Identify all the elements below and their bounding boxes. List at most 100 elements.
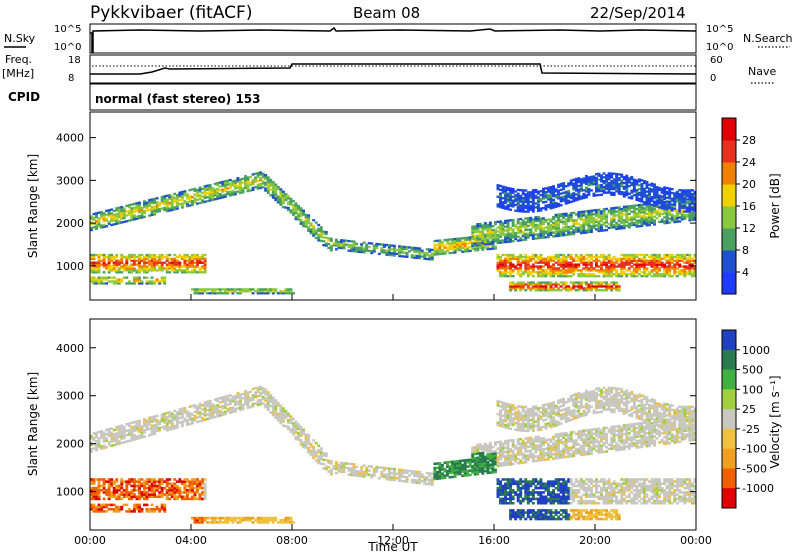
power-cell <box>665 186 669 190</box>
power-cell <box>514 287 518 290</box>
velocity-cell <box>163 493 167 496</box>
power-cell <box>584 261 588 264</box>
power-cell <box>607 253 611 257</box>
power-cell <box>478 243 482 247</box>
power-cell <box>491 243 495 246</box>
power-cell <box>112 217 116 220</box>
power-cell <box>579 261 583 264</box>
power-cell <box>610 271 614 274</box>
velocity-cell <box>266 393 270 396</box>
power-cell <box>130 209 134 212</box>
velocity-cell <box>284 412 288 415</box>
power-cell <box>201 191 205 194</box>
power-cell <box>637 193 641 197</box>
power-cell <box>645 261 649 264</box>
velocity-cell <box>97 430 101 434</box>
power-cell <box>622 257 626 261</box>
power-cell <box>574 265 578 268</box>
power-cell <box>610 222 614 225</box>
power-cell <box>552 225 555 228</box>
power-cell <box>630 273 634 276</box>
power-cell <box>554 221 558 224</box>
power-cell <box>536 257 540 261</box>
velocity-cell <box>216 414 220 418</box>
power-cell <box>509 234 513 237</box>
power-cell <box>625 220 629 224</box>
colorbar-swatch <box>722 250 736 273</box>
power-cell <box>544 200 548 203</box>
power-cell <box>673 265 677 268</box>
power-cell <box>486 231 490 234</box>
velocity-cell <box>122 440 126 444</box>
power-cell <box>468 240 472 243</box>
velocity-cell <box>178 495 182 499</box>
power-cell <box>605 178 609 181</box>
power-cell <box>168 261 172 264</box>
power-cell <box>693 275 697 278</box>
power-cell <box>496 205 500 208</box>
power-cell <box>554 190 558 193</box>
power-cell <box>274 187 278 190</box>
power-cell <box>294 206 298 209</box>
power-cell <box>549 187 553 191</box>
power-cell <box>494 247 497 250</box>
power-cell <box>95 216 98 219</box>
power-cell <box>685 210 689 213</box>
velocity-cell <box>216 516 220 520</box>
velocity-cell <box>130 480 134 483</box>
power-cell <box>572 223 576 226</box>
power-cell <box>529 271 533 274</box>
power-cell <box>377 243 381 246</box>
power-cell <box>632 273 636 276</box>
power-cell <box>463 238 467 242</box>
power-cell <box>564 289 568 292</box>
velocity-cell <box>92 442 96 446</box>
power-cell <box>221 190 225 193</box>
velocity-cell <box>233 399 237 402</box>
power-cell <box>569 179 573 182</box>
power-cell <box>107 267 111 270</box>
power-cell <box>102 263 106 266</box>
power-cell <box>334 242 338 245</box>
power-cell <box>526 261 530 264</box>
power-cell <box>90 271 93 274</box>
velocity-cell <box>150 493 154 496</box>
power-cell <box>592 177 596 180</box>
power-cell <box>572 197 576 201</box>
power-cell <box>438 239 442 242</box>
power-cell <box>188 204 192 207</box>
power-cell <box>592 192 596 195</box>
power-cell <box>375 246 379 250</box>
power-cell <box>509 197 513 200</box>
power-cell <box>150 263 154 266</box>
power-cell <box>582 212 586 215</box>
power-cell <box>627 212 631 216</box>
power-cell <box>663 203 667 206</box>
power-cell <box>653 263 656 266</box>
power-cell <box>339 241 343 244</box>
power-cell <box>531 253 535 257</box>
velocity-cell <box>188 416 192 419</box>
power-cell <box>375 242 379 246</box>
power-cell <box>622 255 626 259</box>
power-cell <box>105 267 109 270</box>
power-cell <box>185 253 189 257</box>
power-cell <box>559 232 563 235</box>
power-cell <box>595 261 598 264</box>
power-cell <box>582 181 586 184</box>
velocity-cell <box>251 405 255 408</box>
power-cell <box>122 276 126 279</box>
power-cell <box>501 223 505 227</box>
power-cell <box>549 203 553 206</box>
power-cell <box>521 210 525 213</box>
power-cell <box>271 194 275 197</box>
velocity-cell <box>120 430 124 434</box>
power-cell <box>524 267 528 270</box>
velocity-cell <box>221 516 225 520</box>
power-cell <box>514 255 518 259</box>
power-cell <box>587 267 591 270</box>
power-cell <box>504 273 508 276</box>
power-cell <box>597 212 601 215</box>
power-cell <box>319 235 323 239</box>
colorbar-swatch <box>722 140 736 163</box>
